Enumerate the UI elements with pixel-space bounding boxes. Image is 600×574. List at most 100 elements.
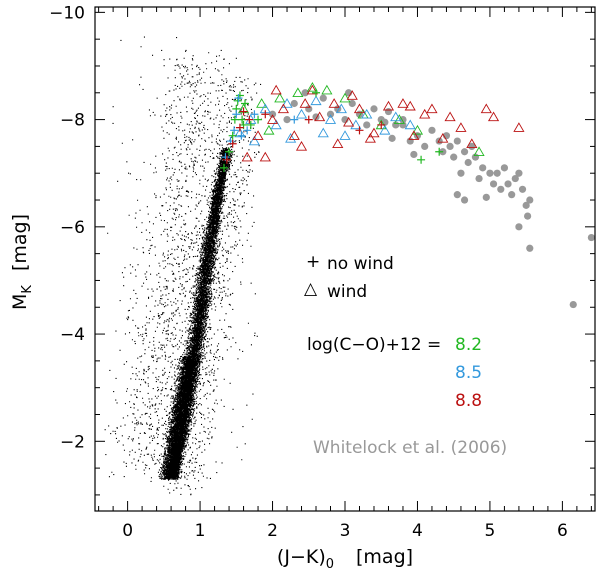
x-tick-label: 4 (412, 521, 423, 541)
whitelock-point (421, 142, 429, 151)
x-axis-unit: [mag] (356, 546, 413, 568)
wind-triangle (256, 98, 268, 108)
whitelock-point (489, 180, 498, 188)
y-tick-label: −4 (60, 325, 85, 345)
no-wind-plus (228, 139, 237, 148)
x-tick-label: 1 (195, 521, 206, 541)
y-axis-subscript: K (20, 285, 35, 294)
y-tick-label: −2 (60, 432, 85, 452)
field-star-dots (104, 36, 262, 496)
wind-triangle (266, 114, 279, 124)
no-wind-plus (241, 99, 249, 108)
whitelock-point (457, 169, 465, 177)
x-tick-label: 5 (485, 521, 496, 541)
whitelock-point (283, 115, 291, 124)
whitelock-point (464, 158, 472, 167)
legend-wind-label: wind (327, 282, 367, 302)
whitelock-point (453, 191, 461, 199)
metallicity-value-8-2: 8.2 (455, 335, 482, 355)
no-wind-plus (238, 115, 247, 124)
whitelock-point (435, 137, 443, 145)
wind-triangle (234, 127, 246, 138)
wind-triangle (314, 111, 326, 122)
whitelock-point (522, 201, 530, 209)
no-wind-plus (250, 110, 259, 119)
no-wind-plus (239, 107, 248, 116)
no-wind-plus (228, 131, 237, 140)
wind-triangle (437, 132, 449, 143)
wind-triangle (411, 124, 424, 135)
wind-triangle (277, 103, 289, 114)
whitelock-point (524, 212, 532, 220)
whitelock-point (450, 153, 458, 161)
wind-triangle (382, 100, 395, 111)
no-wind-plus (219, 163, 228, 172)
wind-triangle (339, 92, 351, 103)
whitelock-point (515, 223, 523, 231)
no-wind-plus (290, 115, 299, 124)
x-tick-label: 3 (340, 521, 351, 541)
whitelock-point (497, 185, 505, 193)
whitelock-point (569, 300, 577, 309)
whitelock-point (500, 164, 509, 172)
no-wind-plus (254, 115, 263, 124)
whitelock-point (384, 107, 393, 116)
wind-triangle (364, 132, 376, 143)
wind-triangle (328, 98, 340, 108)
whitelock-point (410, 150, 418, 159)
wind-triangle (263, 124, 275, 135)
wind-triangle (361, 108, 373, 119)
wind-triangle (379, 124, 391, 135)
wind-triangle (397, 98, 409, 108)
whitelock-point (363, 121, 371, 129)
axis-ticks: 0 1 2 3 4 5 6 −2 −4 −6 −8 −10 (49, 3, 595, 541)
wind-triangle (419, 108, 431, 119)
wind-triangle (274, 92, 286, 103)
wind-triangle (408, 130, 420, 140)
metallicity-annotation: log(C−O)+12 = 8.2 8.5 8.8 (307, 335, 482, 411)
y-tick-label: −8 (60, 111, 85, 131)
no-wind-plus (225, 147, 234, 156)
whitelock-point (460, 148, 469, 156)
wind-triangle (259, 151, 271, 162)
svg-text:MK[mag]: MK [mag] (9, 214, 35, 310)
no-wind-plus (234, 94, 243, 103)
no-wind-plus (246, 120, 255, 129)
legend: + no wind △ wind (304, 252, 394, 302)
y-axis-symbol: M (9, 294, 31, 310)
wind-triangle (295, 108, 308, 119)
whitelock-point (493, 169, 501, 177)
metallicity-value-8-5: 8.5 (455, 363, 482, 383)
whitelock-point (460, 196, 469, 204)
no-wind-plus (435, 147, 444, 156)
y-axis-unit: [mag] (9, 214, 31, 271)
legend-no-wind-label: no wind (327, 254, 394, 274)
wind-triangle (404, 119, 416, 130)
wind-triangle (299, 98, 311, 108)
whitelock-point (526, 244, 534, 252)
whitelock-point (453, 137, 461, 145)
wind-triangle (288, 130, 300, 140)
no-wind-points (219, 88, 444, 172)
metallicity-label: log(C−O)+12 = (307, 335, 441, 355)
wind-triangle (339, 130, 351, 140)
wind-triangle (317, 127, 329, 138)
metallicity-value-8-8: 8.8 (455, 391, 482, 411)
wind-triangle (343, 116, 355, 127)
whitelock-point (428, 126, 436, 134)
no-wind-plus (417, 155, 426, 164)
wind-triangle (321, 84, 333, 95)
wind-triangle (444, 111, 456, 122)
legend-no-wind-marker: + (306, 252, 320, 272)
wind-triangle (346, 90, 358, 100)
whitelock-point (471, 153, 480, 161)
x-axis-subscript: 0 (326, 557, 334, 572)
no-wind-plus (261, 110, 270, 119)
whitelock-point (475, 174, 483, 183)
whitelock-point (406, 137, 414, 145)
wind-triangle (426, 103, 438, 114)
wind-triangle (335, 103, 347, 114)
x-tick-label: 2 (267, 521, 278, 541)
whitelock-point (504, 180, 512, 188)
